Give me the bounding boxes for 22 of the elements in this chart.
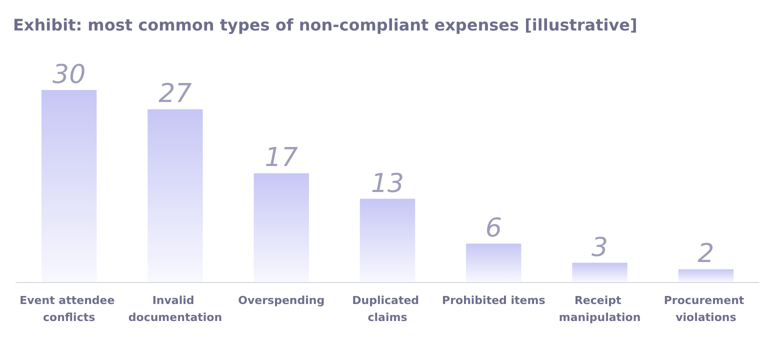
data-label: 30 [52,60,86,90]
bar [466,244,522,282]
x-tick-label: Invalid documentation [128,294,222,324]
bar [360,198,416,282]
bar [254,173,309,282]
bar [572,262,628,282]
x-tick-label: Prohibited items [442,294,546,307]
x-tick-label: Duplicated claims [352,294,423,324]
x-tick-label: Overspending [238,294,325,307]
chart-title: Exhibit: most common types of non-compliant expenses [illustrative] [13,16,638,34]
x-tick-label: Event attendee conflicts [20,294,119,324]
bar [41,90,97,282]
x-tick-label: Procurement violations [664,294,748,324]
data-label: 3 [592,232,608,263]
x-tick-label: Receipt manipulation [558,294,641,324]
data-label: 13 [370,168,404,199]
data-label: 6 [485,214,502,244]
data-label: 27 [158,79,192,110]
bar [148,109,203,282]
data-label: 2 [698,239,714,270]
bar [678,269,734,282]
data-label: 17 [264,143,298,174]
